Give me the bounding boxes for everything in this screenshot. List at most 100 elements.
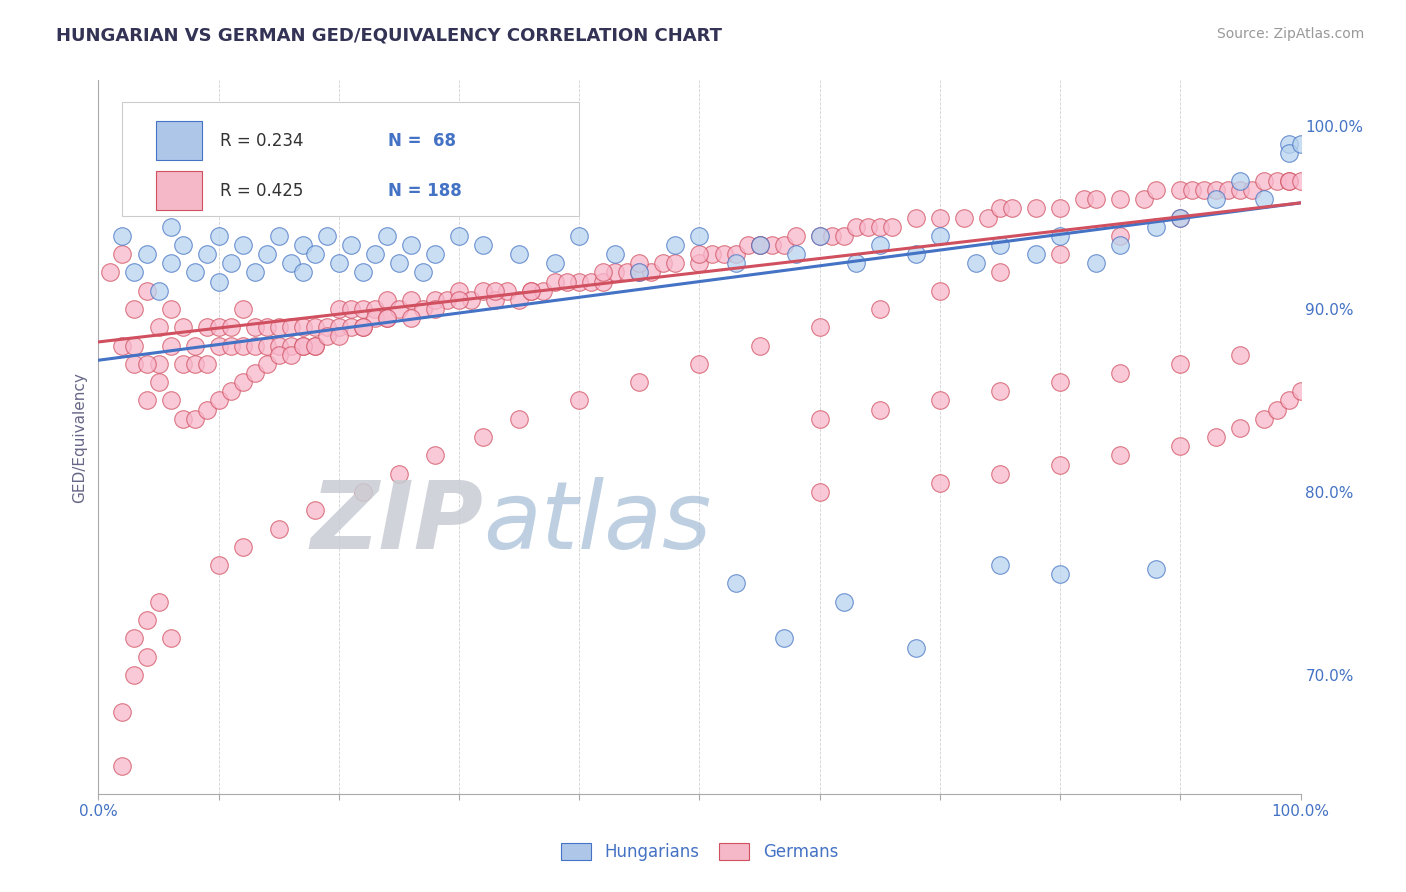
Point <box>904 211 927 225</box>
Point <box>375 293 398 307</box>
Point <box>352 485 374 500</box>
Bar <box>156 121 202 161</box>
Point <box>1170 439 1192 453</box>
Point <box>291 238 314 252</box>
Point <box>640 265 662 279</box>
Point <box>328 256 350 270</box>
Point <box>195 247 218 261</box>
Point <box>988 238 1011 252</box>
Point <box>208 393 231 408</box>
Point <box>988 202 1011 216</box>
Point <box>124 357 146 371</box>
Point <box>772 632 794 646</box>
Point <box>880 219 903 234</box>
Point <box>1229 183 1251 197</box>
Point <box>928 284 950 298</box>
Point <box>628 265 651 279</box>
Point <box>436 293 458 307</box>
Point <box>869 238 891 252</box>
Point <box>821 228 844 243</box>
Point <box>1049 375 1071 389</box>
Point <box>689 357 711 371</box>
Point <box>195 357 218 371</box>
Point <box>1073 192 1095 206</box>
Point <box>232 540 254 554</box>
Point <box>304 247 326 261</box>
Point <box>808 228 831 243</box>
Point <box>748 238 770 252</box>
Point <box>965 256 987 270</box>
Point <box>243 320 266 334</box>
Point <box>267 522 290 536</box>
Point <box>1170 211 1192 225</box>
Point <box>1085 256 1108 270</box>
Point <box>159 338 181 352</box>
Point <box>832 228 855 243</box>
Point <box>531 284 554 298</box>
Point <box>111 338 134 352</box>
Point <box>1289 174 1312 188</box>
Point <box>364 311 387 326</box>
FancyBboxPatch shape <box>122 102 579 216</box>
Legend: Hungarians, Germans: Hungarians, Germans <box>554 836 845 868</box>
Point <box>412 301 434 316</box>
Point <box>256 338 278 352</box>
Point <box>148 320 170 334</box>
Point <box>183 411 205 425</box>
Point <box>135 613 157 627</box>
Point <box>1205 192 1227 206</box>
Point <box>291 320 314 334</box>
Point <box>447 228 470 243</box>
Point <box>460 293 482 307</box>
Point <box>304 503 326 517</box>
Point <box>135 393 157 408</box>
Point <box>808 485 831 500</box>
Point <box>928 393 950 408</box>
Point <box>555 275 578 289</box>
Text: Source: ZipAtlas.com: Source: ZipAtlas.com <box>1216 27 1364 41</box>
Point <box>412 265 434 279</box>
Point <box>256 357 278 371</box>
Point <box>291 338 314 352</box>
Point <box>304 320 326 334</box>
Point <box>243 338 266 352</box>
Point <box>616 265 638 279</box>
Point <box>1253 411 1275 425</box>
Point <box>484 284 506 298</box>
Point <box>808 228 831 243</box>
Point <box>652 256 675 270</box>
Point <box>159 632 181 646</box>
Point <box>928 211 950 225</box>
Point <box>135 284 157 298</box>
Point <box>243 366 266 380</box>
Point <box>340 320 363 334</box>
Point <box>713 247 735 261</box>
Text: HUNGARIAN VS GERMAN GED/EQUIVALENCY CORRELATION CHART: HUNGARIAN VS GERMAN GED/EQUIVALENCY CORR… <box>56 27 723 45</box>
Point <box>1229 348 1251 362</box>
Point <box>423 301 446 316</box>
Point <box>605 265 627 279</box>
Point <box>484 293 506 307</box>
Point <box>869 219 891 234</box>
Point <box>291 338 314 352</box>
Point <box>208 320 231 334</box>
Point <box>1205 430 1227 444</box>
Point <box>508 293 530 307</box>
Point <box>1144 562 1167 576</box>
Point <box>1109 228 1132 243</box>
Point <box>315 329 337 343</box>
Point <box>761 238 783 252</box>
Point <box>375 311 398 326</box>
Point <box>592 265 614 279</box>
Point <box>219 338 242 352</box>
Point <box>1049 228 1071 243</box>
Point <box>340 238 363 252</box>
Point <box>724 247 747 261</box>
Point <box>1025 202 1047 216</box>
Point <box>388 301 411 316</box>
Point <box>472 430 495 444</box>
Point <box>988 384 1011 399</box>
Point <box>1194 183 1216 197</box>
Point <box>544 275 567 289</box>
Point <box>748 238 770 252</box>
